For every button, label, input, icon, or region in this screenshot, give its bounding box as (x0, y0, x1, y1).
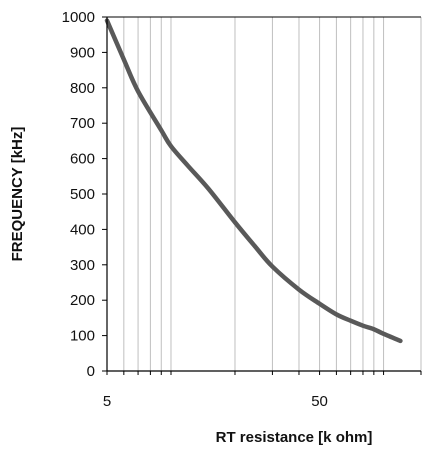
y-axis-title: FREQUENCY [kHz] (9, 127, 26, 262)
y-tick-label: 600 (70, 151, 95, 168)
x-tick-label: 50 (311, 393, 328, 410)
series-line (104, 18, 403, 344)
y-tick-label: 800 (70, 80, 95, 97)
plot-area (107, 17, 421, 371)
y-tick-label: 900 (70, 44, 95, 61)
y-tick-label: 700 (70, 115, 95, 132)
plot-background (107, 17, 421, 371)
y-tick-label: 500 (70, 186, 95, 203)
y-tick-label: 0 (87, 363, 95, 380)
x-axis-title: RT resistance [k ohm] (216, 429, 373, 446)
tick-labels: 0 100 200 300 400 500 600 700 800 900 1000 5 50 (62, 9, 328, 410)
y-tick-label: 300 (70, 257, 95, 274)
y-tick-label: 1000 (62, 9, 95, 26)
y-tick-label: 400 (70, 221, 95, 238)
y-tick-label: 100 (70, 328, 95, 345)
axes (102, 16, 422, 375)
series-layer (104, 18, 403, 344)
x-tick-label: 5 (103, 393, 111, 410)
y-tick-label: 200 (70, 292, 95, 309)
